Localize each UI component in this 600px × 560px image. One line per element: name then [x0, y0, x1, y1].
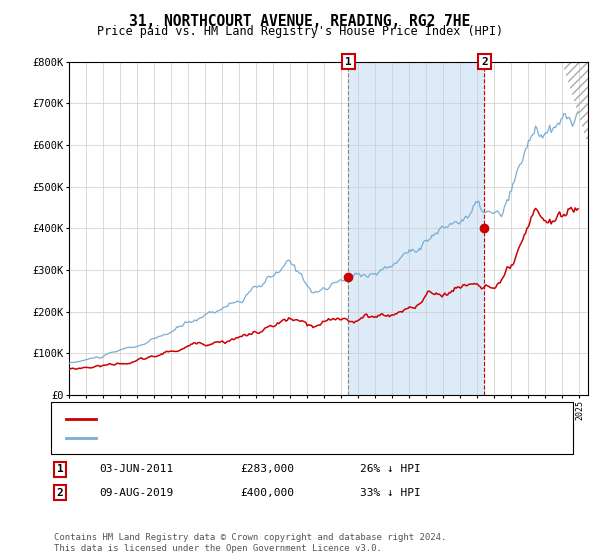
Text: Contains HM Land Registry data © Crown copyright and database right 2024.
This d: Contains HM Land Registry data © Crown c… [54, 533, 446, 553]
Text: £283,000: £283,000 [240, 464, 294, 474]
Text: £400,000: £400,000 [240, 488, 294, 498]
Text: 33% ↓ HPI: 33% ↓ HPI [360, 488, 421, 498]
Text: 1: 1 [345, 57, 352, 67]
Text: 1: 1 [56, 464, 64, 474]
Text: 2: 2 [481, 57, 488, 67]
Text: 31, NORTHCOURT AVENUE, READING, RG2 7HE: 31, NORTHCOURT AVENUE, READING, RG2 7HE [130, 14, 470, 29]
Text: 26% ↓ HPI: 26% ↓ HPI [360, 464, 421, 474]
Bar [349, 62, 484, 395]
Text: 2: 2 [56, 488, 64, 498]
Text: 31, NORTHCOURT AVENUE, READING, RG2 7HE (detached house): 31, NORTHCOURT AVENUE, READING, RG2 7HE … [102, 414, 431, 424]
Text: HPI: Average price, detached house, Reading: HPI: Average price, detached house, Read… [102, 433, 355, 443]
Text: Price paid vs. HM Land Registry's House Price Index (HPI): Price paid vs. HM Land Registry's House … [97, 25, 503, 38]
Text: 09-AUG-2019: 09-AUG-2019 [99, 488, 173, 498]
Text: 03-JUN-2011: 03-JUN-2011 [99, 464, 173, 474]
